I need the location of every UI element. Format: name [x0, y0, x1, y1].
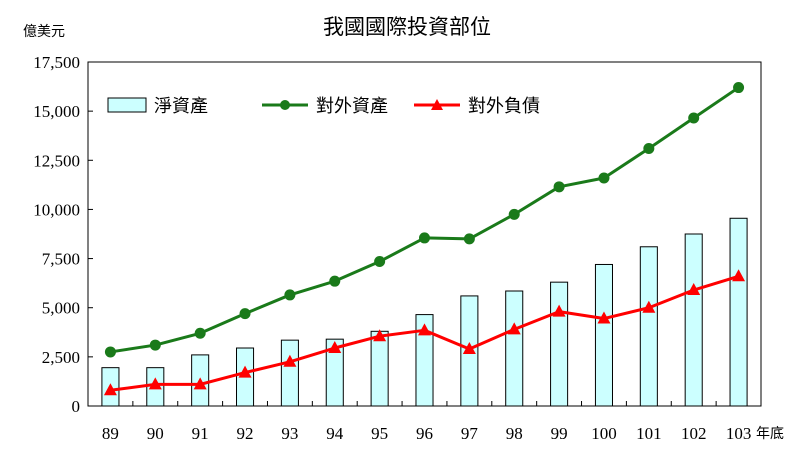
external-assets-point [508, 208, 520, 220]
external-assets-point [329, 275, 341, 287]
external-assets-point [149, 339, 161, 351]
external-liabilities-point [373, 329, 387, 342]
external-assets-point [194, 327, 206, 339]
y-tick-label: 17,500 [33, 53, 80, 72]
external-liabilities-point [193, 377, 207, 390]
external-assets-point [553, 181, 565, 193]
external-liabilities-point [283, 354, 297, 367]
external-liabilities-point [552, 304, 566, 317]
net-assets-bar [325, 338, 344, 407]
line-series [103, 82, 746, 396]
external-liabilities-point [507, 322, 521, 335]
chart-title: 我國國際投資部位 [323, 15, 491, 39]
external-liabilities-point [148, 377, 162, 390]
external-liabilities-point [328, 341, 342, 354]
x-tick-label: 91 [192, 424, 209, 443]
x-tick-label: 100 [591, 424, 617, 443]
external-liabilities-point [642, 300, 656, 313]
x-axis: 89 90 91 92 93 94 95 96 97 98 99 100 101 102 103 [87, 401, 762, 443]
net-assets-bar [370, 330, 389, 407]
external-liabilities-point [462, 341, 476, 354]
net-assets-bar [639, 246, 658, 407]
y-axis: 0 2,500 5,000 7,500 10,000 12,500 15,000 17,500 [33, 53, 93, 416]
external-assets-point [419, 232, 430, 244]
y-tick-label: 2,500 [42, 348, 80, 367]
external-liabilities-point [732, 269, 746, 282]
legend: 淨資產 對外資產 對外負債 [107, 96, 540, 117]
external-assets-point [463, 233, 475, 245]
legend-external-assets-marker [280, 100, 290, 110]
external-liabilities-point [687, 283, 701, 296]
x-tick-label: 89 [102, 424, 119, 443]
y-tick-label: 0 [72, 397, 81, 416]
external-liabilities-point [238, 365, 252, 378]
external-liabilities-point [597, 311, 611, 324]
x-tick-label: 94 [326, 424, 344, 443]
x-tick-label: 103 [726, 424, 752, 443]
net-assets-bar [729, 217, 748, 407]
x-tick-label: 93 [281, 424, 298, 443]
external-assets-point [688, 112, 700, 124]
x-tick-label: 96 [416, 424, 433, 443]
net-assets-bar [594, 263, 613, 407]
y-axis-unit-label: 億美元 [23, 24, 65, 40]
external-assets-point [104, 346, 116, 358]
x-tick-label: 101 [636, 424, 662, 443]
external-assets-point [733, 82, 745, 94]
x-tick-label: 102 [681, 424, 707, 443]
x-tick-label: 98 [506, 424, 523, 443]
y-tick-label: 5,000 [42, 299, 80, 318]
net-assets-bar [505, 290, 524, 407]
legend-net-assets-swatch [107, 97, 147, 113]
x-tick-label: 97 [461, 424, 479, 443]
x-tick-label: 99 [551, 424, 568, 443]
external-assets-point [374, 256, 386, 268]
legend-net-assets-label: 淨資產 [154, 96, 208, 117]
y-tick-label: 12,500 [33, 151, 80, 170]
external-assets-point [239, 308, 251, 320]
net-assets-bar [550, 281, 569, 407]
x-tick-label: 90 [147, 424, 164, 443]
external-liabilities-point [103, 383, 117, 396]
y-tick-label: 7,500 [42, 250, 80, 269]
external-assets-point [598, 172, 610, 184]
external-liabilities-point [418, 323, 431, 336]
net-assets-bar [684, 233, 703, 407]
y-tick-label: 15,000 [33, 102, 80, 121]
external-assets-point [284, 289, 296, 301]
external-assets-point [643, 142, 655, 154]
legend-external-liabilities-label: 對外負債 [468, 96, 540, 117]
net-assets-bar [280, 339, 299, 407]
net-assets-bar [415, 314, 434, 407]
x-tick-label: 92 [237, 424, 254, 443]
legend-external-assets-label: 對外資產 [316, 96, 388, 117]
y-tick-label: 10,000 [33, 200, 80, 219]
x-axis-unit-label: 年底 [756, 426, 784, 442]
legend-external-liabilities-marker [431, 99, 443, 110]
x-tick-label: 95 [371, 424, 388, 443]
